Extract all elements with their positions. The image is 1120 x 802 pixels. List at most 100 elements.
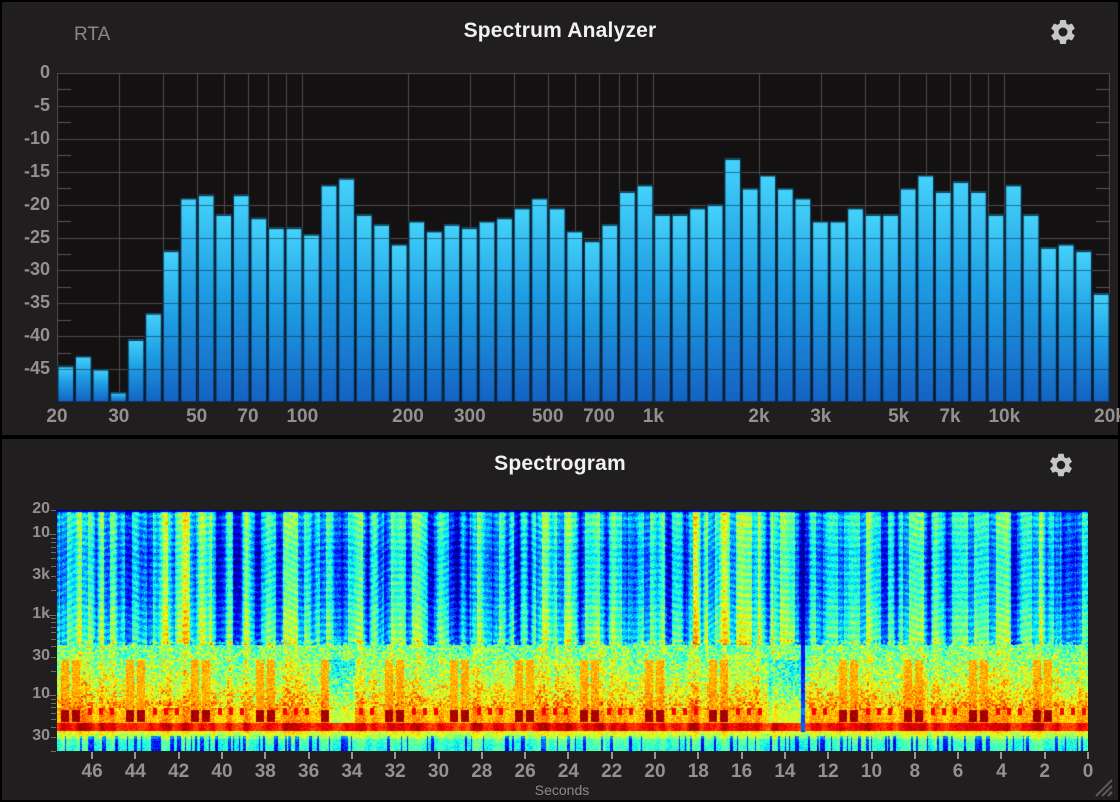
- spectrogram-x-tick-label: 4: [996, 761, 1007, 782]
- spectrogram-y-tick-label: 3k: [32, 566, 50, 584]
- spectrogram-freq-tick: [51, 670, 56, 672]
- spectrum-analyzer-panel: RTA Spectrum Analyzer 0 -5 -10 -15 -20 -25 -30…: [2, 2, 1120, 435]
- spectrogram-x-tick-label: 16: [731, 761, 753, 782]
- spectrogram-freq-tick: [51, 510, 56, 511]
- spectrogram-freq-tick: [51, 698, 56, 700]
- spectrogram-x-tick-label: 36: [298, 761, 320, 782]
- time-tick: [350, 752, 353, 759]
- time-tick: [740, 752, 743, 759]
- spectrum-x-tick-label: 70: [237, 406, 259, 427]
- time-tick: [1043, 752, 1046, 759]
- time-tick: [221, 752, 223, 759]
- spectrogram-x-tick-label: 10: [860, 761, 883, 782]
- spectrogram-canvas: [57, 510, 1088, 751]
- time-tick: [307, 752, 310, 759]
- spectrogram-x-tick-label: 44: [124, 761, 146, 782]
- spectrum-x-tick-label: 20: [46, 406, 68, 427]
- time-tick: [177, 752, 180, 759]
- spectrogram-freq-tick: [51, 726, 56, 728]
- spectrogram-freq-tick: [51, 719, 56, 721]
- time-tick: [480, 752, 483, 759]
- time-tick: [567, 752, 570, 759]
- spectrogram-x-tick-label: 22: [601, 761, 623, 782]
- spectrogram-freq-tick: [51, 576, 56, 578]
- seconds-axis-label: Seconds: [534, 782, 590, 798]
- spectrogram-y-tick-label: 20: [32, 500, 50, 517]
- spectrum-x-tick-label: 100: [286, 406, 319, 427]
- spectrum-y-tick-label: 0: [39, 62, 50, 82]
- time-tick: [870, 752, 873, 759]
- spectrum-y-tick-label: -20: [23, 193, 50, 214]
- resize-grip[interactable]: [1088, 772, 1114, 798]
- spectrogram-freq-tick: [51, 707, 56, 709]
- spectrogram-x-tick-label: 32: [384, 761, 406, 782]
- spectrum-x-tick-label: 2k: [748, 406, 770, 427]
- gear-icon: [1050, 453, 1072, 476]
- spectrum-y-tick-label: -45: [23, 358, 50, 379]
- spectrum-y-tick-label: -10: [23, 127, 50, 148]
- time-tick: [1000, 752, 1003, 759]
- time-tick: [437, 752, 440, 759]
- time-tick: [783, 752, 786, 759]
- spectrum-title: Spectrum Analyzer: [463, 19, 657, 42]
- time-tick: [91, 752, 94, 759]
- spectrogram-x-tick-label: 30: [427, 761, 450, 782]
- spectrogram-x-tick-label: 40: [211, 761, 233, 782]
- spectrum-y-tick-label: -40: [23, 325, 50, 346]
- spectrogram-freq-tick: [51, 736, 56, 738]
- spectrum-x-tick-label: 700: [583, 406, 615, 427]
- spectrogram-x-tick-label: 42: [168, 761, 190, 782]
- spectrogram-freq-tick: [51, 546, 56, 548]
- time-tick: [1087, 752, 1089, 759]
- spectrogram-panel: Spectrogram Seconds 20 10 3k 1k 30 10 30 46 44 42…: [2, 439, 1118, 800]
- spectrum-x-tick-label: 200: [392, 406, 424, 427]
- spectrogram-y-tick-label: 1k: [32, 604, 50, 622]
- time-tick: [697, 752, 700, 759]
- spectrogram-freq-tick: [51, 638, 56, 640]
- spectrogram-y-tick-label: 10: [32, 524, 50, 542]
- spectrum-x-tick-label: 3k: [810, 406, 832, 427]
- spectrogram-x-tick-label: 8: [909, 761, 921, 782]
- spectrum-x-tick-label: 5k: [888, 406, 910, 427]
- spectrogram-x-tick-label: 18: [687, 761, 709, 782]
- spectrum-x-tick-label: 7k: [939, 406, 961, 427]
- spectrogram-y-tick-label: 30: [32, 646, 50, 664]
- spectrum-y-tick-label: -15: [23, 160, 50, 181]
- spectrum-chart-canvas: [57, 73, 1110, 402]
- spectrogram-freq-tick: [51, 656, 56, 658]
- spectrogram-y-tick-label: 10: [32, 684, 50, 702]
- spectrogram-freq-tick: [51, 622, 56, 624]
- spectrogram-freq-tick: [51, 618, 56, 620]
- spectrum-x-tick-label: 300: [453, 406, 486, 427]
- time-tick: [913, 752, 916, 759]
- spectrogram-x-tick-label: 28: [471, 761, 493, 782]
- time-tick: [610, 752, 613, 759]
- time-tick: [264, 752, 267, 759]
- spectrogram-freq-tick: [51, 646, 56, 648]
- spectrum-y-tick-label: -30: [23, 259, 50, 280]
- spectrogram-freq-tick: [51, 702, 56, 704]
- spectrogram-freq-tick: [51, 751, 56, 752]
- time-tick: [394, 752, 397, 759]
- spectrogram-freq-tick: [51, 632, 56, 634]
- spectrogram-freq-tick: [51, 558, 56, 560]
- spectrum-x-tick-label: 30: [108, 406, 130, 427]
- spectrum-y-tick-label: -35: [23, 292, 50, 313]
- spectrogram-x-tick-label: 34: [341, 761, 363, 782]
- spectrogram-freq-tick: [51, 590, 56, 592]
- spectrogram-freq-tick: [51, 537, 56, 539]
- spectrogram-x-tick-label: 6: [952, 761, 964, 782]
- gear-icon: [1051, 19, 1075, 44]
- spectrum-settings-button[interactable]: [1046, 16, 1080, 50]
- spectrogram-y-tick-label: 30: [32, 726, 50, 744]
- spectrogram-title: Spectrogram: [494, 452, 626, 475]
- spectrum-x-tick-label: 50: [186, 406, 208, 427]
- spectrogram-settings-button[interactable]: [1044, 449, 1078, 483]
- rta-mode-label: RTA: [74, 24, 111, 45]
- spectrogram-x-tick-label: 0: [1082, 761, 1094, 782]
- spectrogram-x-tick-label: 26: [514, 761, 536, 782]
- spectrogram-freq-tick: [51, 552, 56, 553]
- spectrogram-freq-tick: [49, 534, 56, 536]
- spectrum-x-tick-label: 10k: [988, 406, 1021, 427]
